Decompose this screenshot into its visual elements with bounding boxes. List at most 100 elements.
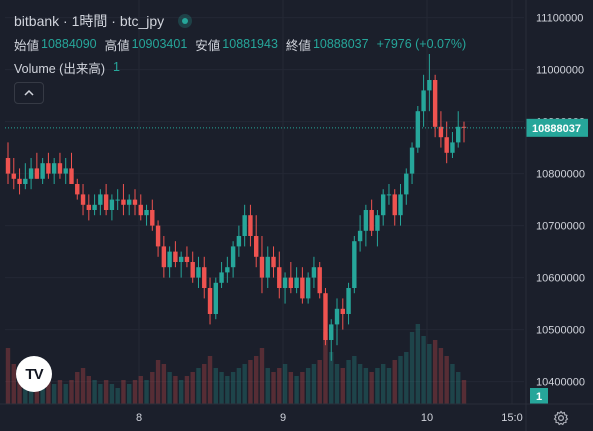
candle-body: [242, 215, 247, 236]
candle-body: [404, 173, 409, 195]
volume-bar: [127, 384, 132, 404]
close-label: 終値: [285, 38, 311, 53]
volume-bar: [357, 364, 363, 404]
y-tick-label: 10500000: [536, 325, 585, 337]
candle-body: [63, 168, 68, 174]
volume-bar: [219, 372, 224, 404]
close-value: 10888037: [312, 37, 369, 51]
volume-bar: [132, 380, 138, 404]
candle-body: [69, 168, 74, 184]
volume-bar: [317, 360, 322, 404]
candle-body: [329, 324, 334, 340]
candle-body: [277, 267, 282, 288]
volume-bar: [5, 348, 11, 404]
candle-body: [202, 267, 207, 288]
candle-body: [80, 194, 86, 205]
volume-bar: [178, 380, 184, 404]
candle-body: [167, 251, 172, 268]
volume-bar: [75, 372, 80, 404]
settings-button[interactable]: [551, 408, 571, 428]
volume-bar: [398, 356, 403, 404]
candle-body: [438, 126, 444, 138]
candle-body: [450, 142, 455, 153]
low-value: 10881943: [222, 37, 278, 51]
low-label: 安値: [195, 38, 221, 53]
last-price-label: 10888037: [532, 123, 581, 135]
volume-bar: [28, 380, 34, 404]
candlesticks: [5, 54, 467, 361]
high-label: 高値: [104, 38, 130, 53]
candle-body: [380, 194, 386, 216]
volume-bar: [444, 356, 449, 404]
volume-bar: [155, 360, 161, 404]
volume-bar: [34, 380, 40, 404]
candle-body: [51, 163, 57, 174]
volume-bar: [305, 368, 311, 404]
volume-bar: [57, 380, 63, 404]
volume-bar: [294, 376, 299, 404]
candle-body: [5, 158, 11, 174]
candle-body: [323, 293, 328, 340]
volume-bar: [167, 372, 172, 404]
volume-bar: [51, 384, 57, 404]
volume-bar: [161, 364, 167, 404]
volume-bar: [254, 356, 259, 404]
volume-bar: [329, 352, 334, 404]
candle-body: [432, 80, 438, 127]
volume-bar: [311, 364, 317, 404]
volume-bar: [173, 376, 178, 404]
volume-bar: [236, 368, 242, 404]
chevron-up-icon: [24, 89, 34, 96]
volume-bar: [86, 376, 92, 404]
candle-body: [392, 194, 397, 216]
volume-bar: [225, 376, 230, 404]
x-tick-label: 8: [136, 412, 142, 424]
candle-body: [150, 210, 155, 226]
high-value: 10903401: [131, 37, 188, 51]
candle-body: [121, 199, 126, 205]
candle-body: [155, 225, 161, 247]
candle-body: [109, 199, 115, 210]
volume-bar: [40, 376, 45, 404]
y-tick-label: 10600000: [536, 273, 585, 285]
candle-body: [282, 277, 288, 288]
volume-bar: [421, 336, 426, 404]
candle-body: [288, 277, 294, 288]
volume-bar: [409, 332, 415, 404]
candle-body: [248, 215, 253, 236]
candle-body: [75, 184, 80, 195]
candle-body: [346, 288, 351, 314]
collapse-legend-button[interactable]: [14, 82, 44, 104]
volume-bar: [265, 368, 270, 404]
volume-bar: [202, 364, 207, 404]
ohlc-values: 始値 10884090 高値 10903401 安値 10881943 終値 1…: [14, 34, 474, 54]
volume-badge-label: 1: [536, 391, 542, 403]
candle-body: [127, 199, 132, 205]
candle-body: [132, 199, 138, 205]
candle-body: [254, 236, 259, 257]
candle-body: [196, 267, 201, 278]
volume-label[interactable]: Volume (出来高): [14, 61, 105, 76]
candle-body: [184, 256, 190, 262]
candle-body: [17, 178, 22, 184]
volume-bar: [271, 372, 276, 404]
tv-logo-icon[interactable]: TV: [16, 356, 52, 392]
candle-body: [23, 178, 28, 184]
volume-bar: [69, 380, 74, 404]
candle-body: [57, 163, 63, 174]
candle-body: [219, 272, 224, 283]
volume-bar: [138, 376, 143, 404]
candle-body: [294, 277, 299, 288]
symbol-title[interactable]: bitbank · 1時間 · btc_jpy: [14, 13, 165, 29]
volume-bar: [184, 376, 190, 404]
candle-body: [421, 90, 426, 112]
candle-body: [357, 230, 363, 242]
chart-legend: bitbank · 1時間 · btc_jpy 始値 10884090 高値 1…: [14, 8, 474, 78]
volume-bar: [432, 340, 438, 404]
volume-bar: [386, 368, 392, 404]
volume-bar: [121, 380, 126, 404]
candle-body: [144, 210, 149, 216]
y-tick-label: 10800000: [536, 169, 585, 181]
